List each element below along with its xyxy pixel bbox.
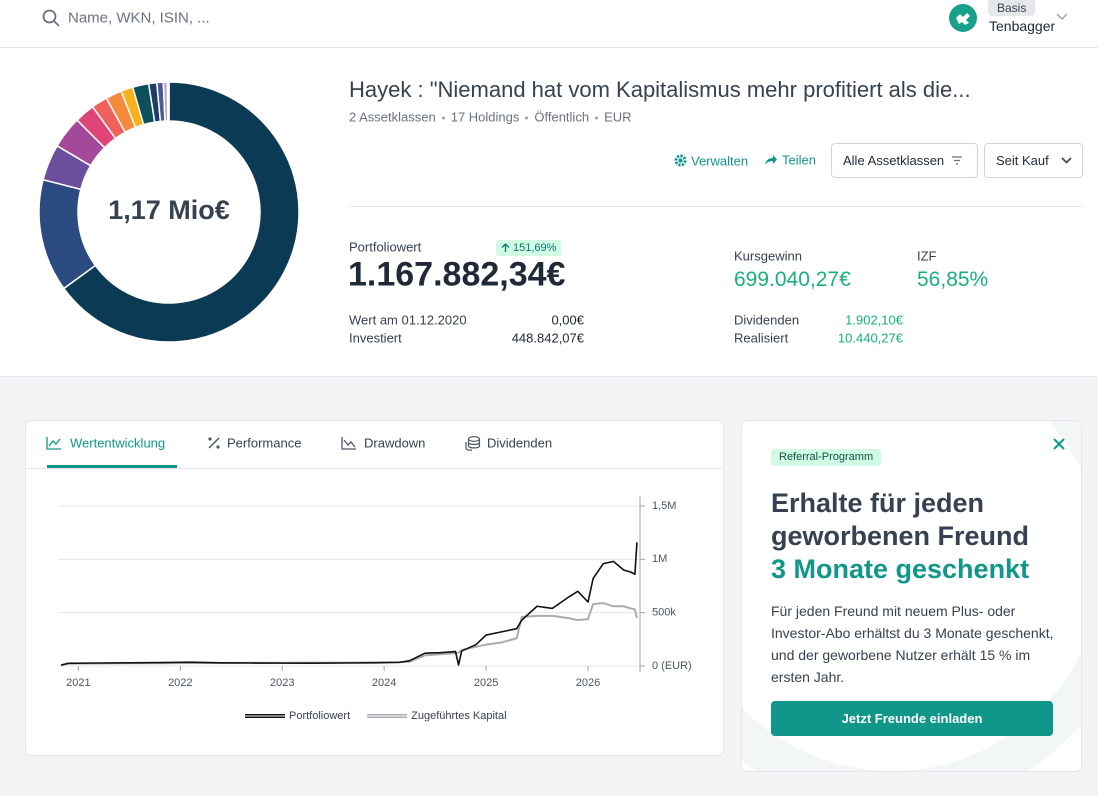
- stat-label: Investiert: [349, 330, 402, 346]
- chart-card: [25, 420, 724, 756]
- filter-label: Alle Assetklassen: [843, 153, 945, 168]
- share-button[interactable]: Teilen: [782, 152, 816, 168]
- heading-text: Erhalte für jeden geworbenen Freund: [771, 488, 1030, 551]
- tab-icon: [341, 437, 356, 450]
- chevron: [1061, 157, 1072, 164]
- referral-heading: Erhalte für jeden geworbenen Freund 3 Mon…: [771, 487, 1061, 586]
- manage-button[interactable]: Verwalten: [691, 153, 749, 169]
- portfolio-value: 1.167.882,34€: [348, 255, 566, 294]
- tab-icon: [208, 437, 220, 449]
- stat-value: 699.040,27€: [734, 268, 851, 291]
- meta-item: 17 Holdings: [450, 109, 520, 125]
- filter-select[interactable]: Alle Assetklassen: [831, 143, 978, 178]
- referral-text: Für jeden Freund mit neuem Plus- oder In…: [771, 603, 1054, 685]
- plan-badge: Basis: [988, 0, 1036, 16]
- stat-value: 0,00€: [551, 312, 584, 328]
- change-badge: 151,69%: [496, 240, 562, 256]
- gear-icon: [674, 154, 687, 167]
- change-value: 151,69%: [513, 242, 557, 254]
- tab[interactable]: Dividenden: [487, 435, 553, 451]
- tab-icon: [465, 436, 481, 451]
- meta-item: Öffentlich: [534, 109, 590, 125]
- invite-button[interactable]: Jetzt Freunde einladen: [771, 701, 1053, 736]
- stat-label: Portfoliowert: [349, 239, 422, 255]
- divider: [349, 206, 1083, 207]
- user-name[interactable]: Tenbagger: [989, 18, 1056, 34]
- search-icon: [42, 9, 60, 27]
- tab[interactable]: Drawdown: [364, 435, 426, 451]
- meta-item: EUR: [604, 109, 632, 125]
- portfolio-title: Hayek : "Niemand hat vom Kapitalismus me…: [349, 77, 971, 102]
- stat-value: 1.902,10€: [845, 312, 903, 328]
- chevron[interactable]: [1056, 13, 1068, 21]
- portfolio-meta: 2 Assetklassen 17 Holdings Öffentlich EUR: [349, 110, 632, 125]
- tab-divider: [26, 468, 723, 469]
- stat-label: IZF: [917, 248, 937, 264]
- up-arrow: [501, 243, 510, 252]
- tab[interactable]: Wertentwicklung: [70, 435, 166, 451]
- filter-icon: [952, 156, 963, 165]
- stat-value: 448.842,07€: [511, 330, 584, 346]
- search-input[interactable]: Name, WKN, ISIN, ...: [68, 9, 210, 27]
- share-icon: [765, 155, 777, 165]
- stat-label: Kursgewinn: [734, 248, 802, 264]
- avatar[interactable]: [949, 4, 977, 32]
- top-bar: Name, WKN, ISIN, ... Basis Tenbagger: [0, 0, 1098, 48]
- stat-value: 10.440,27€: [837, 330, 903, 346]
- close-button[interactable]: [1053, 438, 1065, 450]
- tab-icon: [46, 437, 61, 450]
- stat-label: Dividenden: [734, 312, 800, 328]
- stat-label: Realisiert: [734, 330, 789, 346]
- period-select[interactable]: Seit Kauf: [984, 143, 1083, 178]
- referral-badge: Referral-Programm: [771, 449, 882, 466]
- tab-indicator: [47, 465, 177, 468]
- heading-highlight: 3 Monate geschenkt: [771, 554, 1030, 584]
- stat-label: Wert am 01.12.2020: [349, 312, 467, 328]
- tab[interactable]: Performance: [227, 435, 302, 451]
- period-label: Seit Kauf: [996, 153, 1049, 168]
- meta-item: 2 Assetklassen: [349, 109, 436, 125]
- stat-value: 56,85%: [917, 268, 989, 291]
